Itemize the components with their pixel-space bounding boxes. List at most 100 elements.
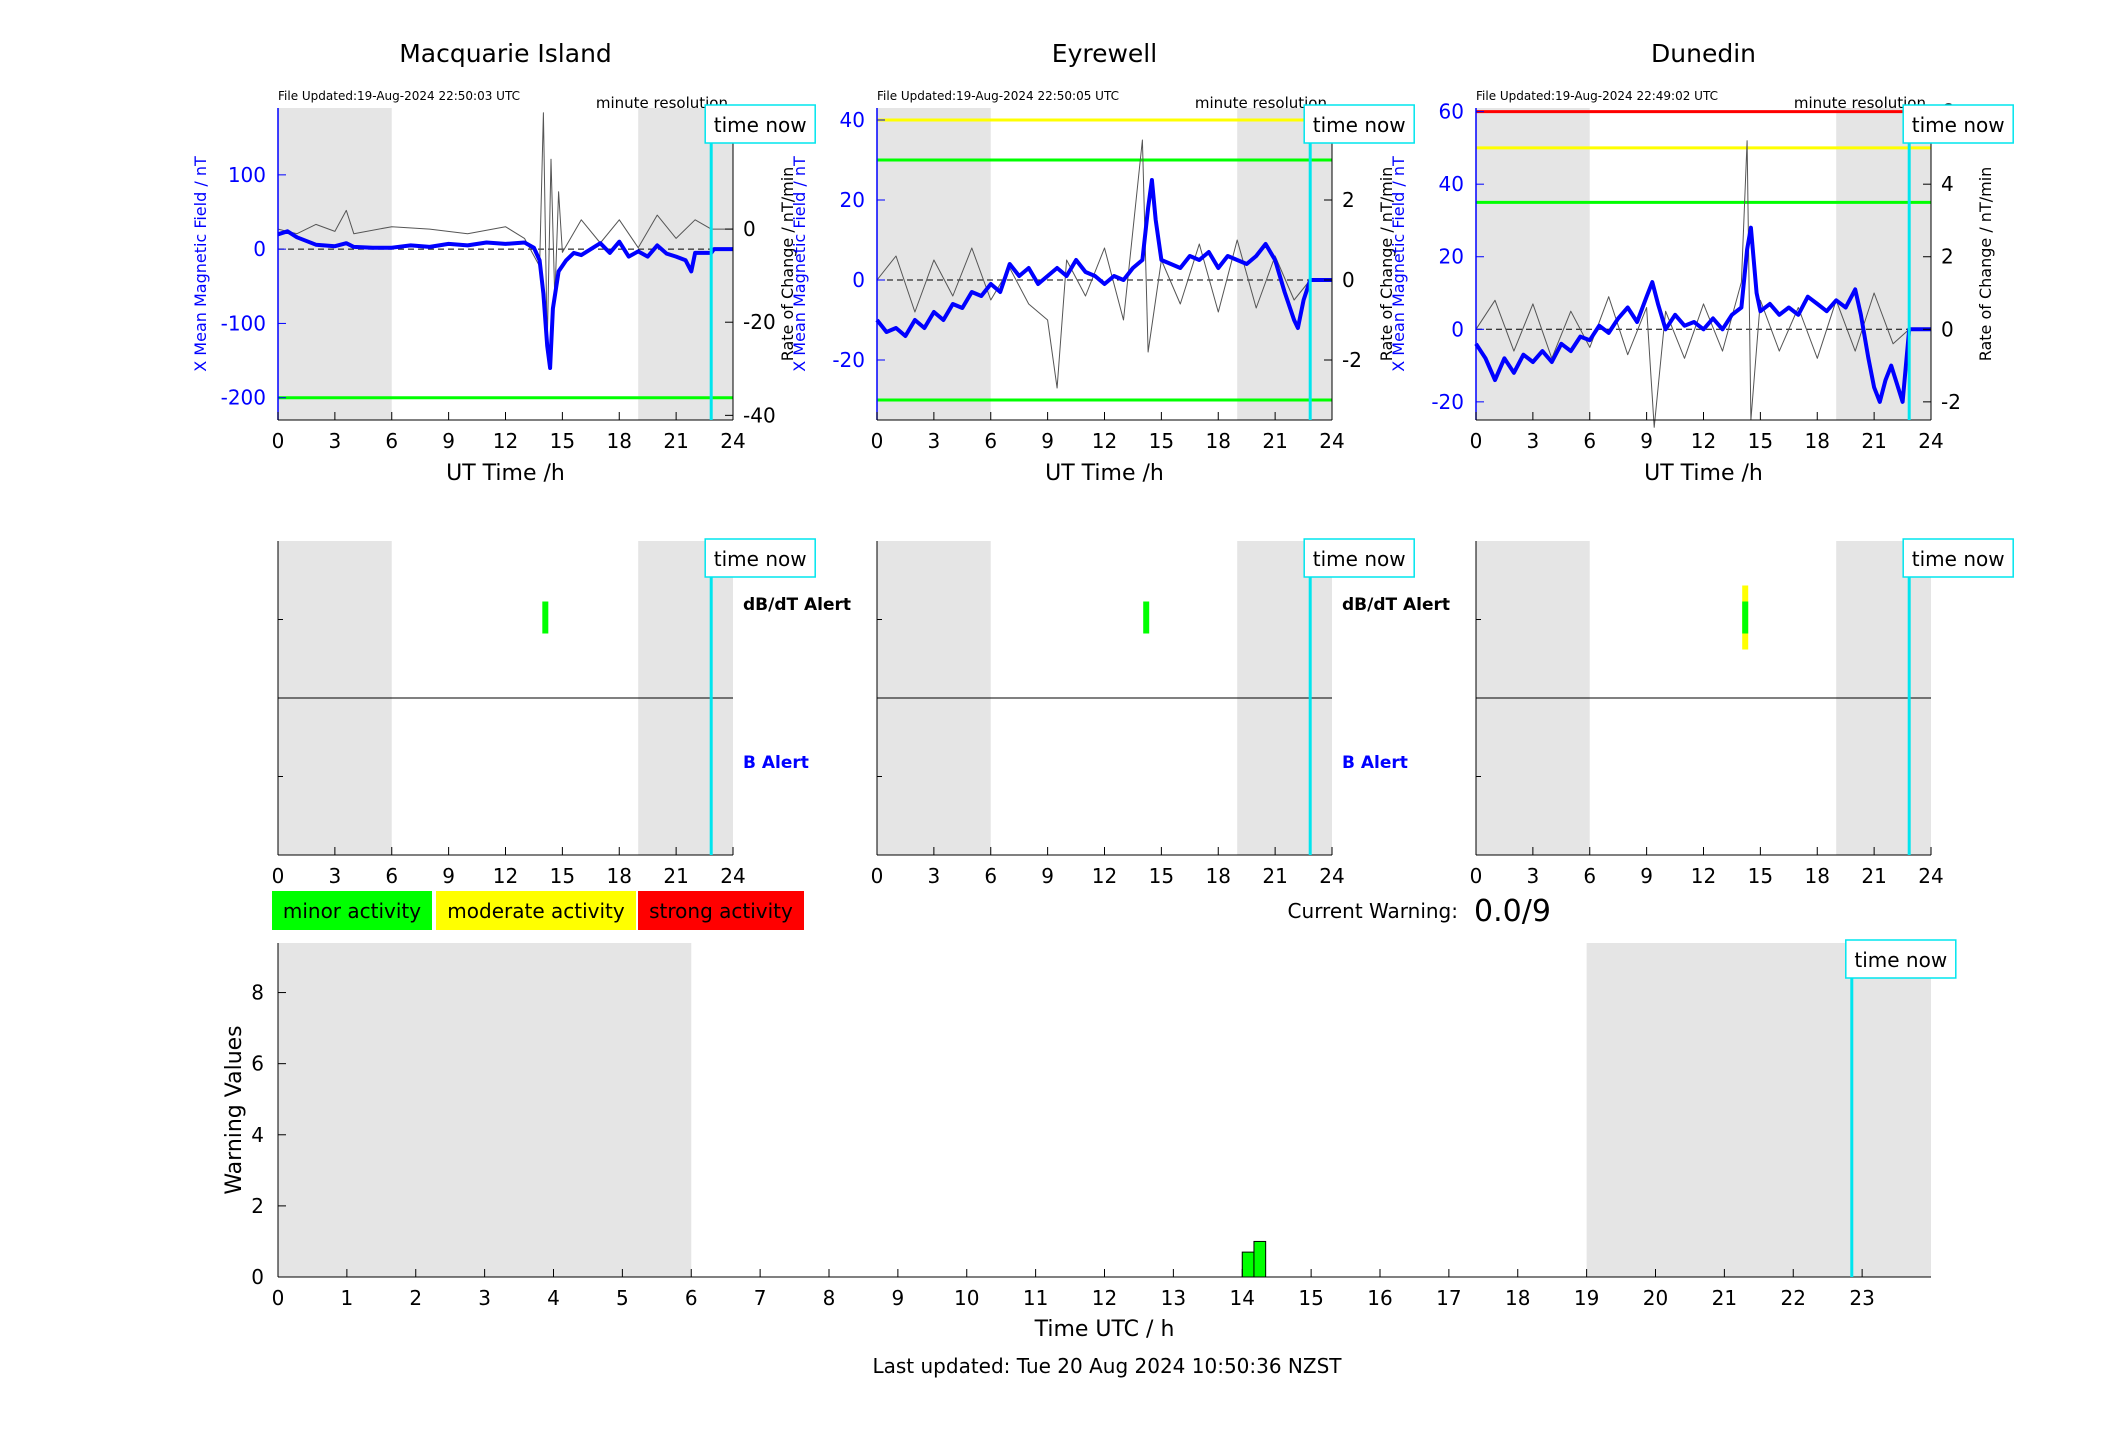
x-tick-label: 9: [442, 429, 455, 453]
x-tick-label: 24: [720, 864, 745, 888]
x-tick-label: 24: [720, 429, 745, 453]
y-tick-label: 2: [251, 1194, 264, 1218]
x-tick-label: 12: [493, 429, 518, 453]
x-tick-label: 15: [1748, 864, 1773, 888]
x-axis-label: UT Time /h: [1045, 461, 1164, 486]
x-tick-label: 0: [871, 429, 884, 453]
x-tick-label: 0: [272, 429, 285, 453]
time-now-text: time now: [714, 547, 807, 571]
station-panel-1: Macquarie Island File Updated:19-Aug-2024…: [191, 39, 816, 486]
x-tick-label: 4: [547, 1286, 560, 1310]
legend-moderate-label: moderate activity: [447, 899, 625, 923]
x-tick-label: 18: [1805, 864, 1830, 888]
y2-tick-label: -2: [1342, 348, 1362, 372]
file-updated-text: File Updated:19-Aug-2024 22:50:03 UTC: [278, 89, 520, 103]
x-tick-label: 3: [1527, 864, 1540, 888]
x-tick-label: 13: [1161, 1286, 1186, 1310]
night-shading: [278, 943, 692, 1277]
x-tick-label: 11: [1023, 1286, 1048, 1310]
x-tick-label: 15: [1298, 1286, 1323, 1310]
night-shading: [278, 108, 392, 420]
x-tick-label: 7: [754, 1286, 767, 1310]
y-tick-label: 8: [251, 981, 264, 1005]
dbdt-alert-mark: [1742, 601, 1749, 634]
x-tick-label: 3: [928, 429, 941, 453]
y2-tick-label: 0: [743, 217, 756, 241]
x-tick-label: 12: [1092, 1286, 1117, 1310]
x-tick-label: 21: [1861, 429, 1886, 453]
x-tick-label: 3: [928, 864, 941, 888]
rate-of-change-line: [876, 139, 1332, 389]
y-tick-label: 40: [840, 108, 865, 132]
activity-legend: minor activity moderate activity strong …: [272, 891, 804, 930]
dbdt-alert-mark: [1143, 601, 1150, 634]
y-tick-label: -200: [221, 386, 266, 410]
y-tick-label: 100: [228, 163, 266, 187]
x-tick-label: 0: [272, 864, 285, 888]
x-tick-label: 15: [1149, 429, 1174, 453]
x-tick-label: 6: [685, 1286, 698, 1310]
x-tick-label: 15: [550, 429, 575, 453]
resolution-text: minute resolution: [1195, 94, 1327, 112]
x-tick-label: 21: [1262, 864, 1287, 888]
time-now-box: [704, 538, 816, 578]
x-tick-label: 18: [607, 864, 632, 888]
x-axis-label: Time UTC / h: [1034, 1317, 1175, 1342]
x-tick-label: 15: [1748, 429, 1773, 453]
x-tick-label: 19: [1574, 1286, 1599, 1310]
x-tick-label: 0: [871, 864, 884, 888]
file-updated-text: File Updated:19-Aug-2024 22:50:05 UTC: [877, 89, 1119, 103]
x-tick-label: 0: [272, 1286, 285, 1310]
x-tick-label: 6: [385, 429, 398, 453]
y-tick-label: 4: [251, 1123, 264, 1147]
resolution-text: minute resolution: [1794, 94, 1926, 112]
x-tick-label: 6: [385, 864, 398, 888]
y2-axis-label: Rate of Change / nT/min: [778, 167, 797, 362]
x-tick-label: 16: [1367, 1286, 1392, 1310]
file-updated-text: File Updated:19-Aug-2024 22:49:02 UTC: [1476, 89, 1718, 103]
time-now-text: time now: [1912, 547, 2005, 571]
x-tick-label: 1: [341, 1286, 354, 1310]
alert-panel-3: 0 3 6 9 12 15 18 21 24 time now: [1470, 538, 2014, 888]
y2-axis-label: Rate of Change / nT/min: [1377, 167, 1396, 362]
y2-tick-label: -40: [743, 403, 776, 427]
time-now-box: [704, 104, 816, 144]
x-tick-label: 6: [1583, 864, 1596, 888]
time-now-box: [1303, 538, 1415, 578]
station-panel-2: Eyrewell File Updated:19-Aug-2024 22:50:0…: [790, 39, 1415, 486]
time-now-label: time now: [1845, 939, 1957, 979]
dbdt-alert-mark: [542, 601, 549, 634]
y-tick-label: 6: [251, 1052, 264, 1076]
x-tick-label: 24: [1319, 864, 1344, 888]
station-panel-3: Dunedin File Updated:19-Aug-2024 22:49:02…: [1389, 39, 2014, 486]
rate-of-change-line: [1475, 140, 1931, 428]
y-tick-label: 0: [852, 268, 865, 292]
y2-tick-label: 0: [1941, 317, 1954, 341]
y-tick-label: 20: [840, 188, 865, 212]
x-tick-label: 18: [1206, 429, 1231, 453]
y-tick-label: 0: [1451, 317, 1464, 341]
x-tick-label: 9: [1640, 429, 1653, 453]
x-tick-label: 2: [409, 1286, 422, 1310]
x-tick-label: 21: [1861, 864, 1886, 888]
x-tick-label: 21: [663, 429, 688, 453]
x-tick-label: 9: [1640, 864, 1653, 888]
resolution-text: minute resolution: [596, 94, 728, 112]
night-shading: [1476, 108, 1590, 420]
y-tick-label: -100: [221, 311, 266, 335]
legend-minor-label: minor activity: [283, 899, 421, 923]
x-tick-label: 18: [1206, 864, 1231, 888]
x-tick-label: 20: [1643, 1286, 1668, 1310]
x-axis-label: UT Time /h: [1644, 461, 1763, 486]
time-now-text: time now: [1912, 113, 2005, 137]
time-now-text: time now: [1854, 948, 1947, 972]
x-tick-label: 10: [954, 1286, 979, 1310]
mean-field-line: [875, 178, 1332, 338]
b-alert-label: B Alert: [1342, 753, 1408, 773]
x-tick-label: 21: [1712, 1286, 1737, 1310]
x-tick-label: 6: [1583, 429, 1596, 453]
x-tick-label: 18: [1805, 429, 1830, 453]
x-tick-label: 24: [1918, 864, 1943, 888]
